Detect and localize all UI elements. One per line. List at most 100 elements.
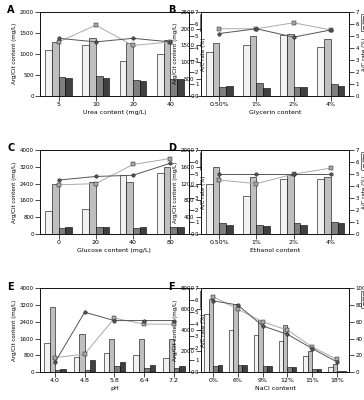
Text: F: F xyxy=(168,282,175,292)
X-axis label: pH: pH xyxy=(110,386,119,391)
Bar xyxy=(292,367,296,372)
Bar xyxy=(229,330,233,372)
Y-axis label: A/C rate (%): A/C rate (%) xyxy=(201,313,206,347)
Legend: W5-Arg, W5-A/C rate, P1-Arg, P1-A/C rate, W5-Cit, P1-Cit: W5-Arg, W5-A/C rate, P1-Arg, P1-A/C rate… xyxy=(361,14,364,32)
Bar xyxy=(283,325,288,372)
Bar xyxy=(238,365,242,372)
Bar xyxy=(287,34,294,96)
Bar xyxy=(60,369,66,372)
Bar xyxy=(226,225,233,234)
Bar xyxy=(243,196,250,234)
Bar xyxy=(163,167,170,234)
Bar xyxy=(328,367,333,372)
Bar xyxy=(254,335,258,372)
Y-axis label: Arg/Cit content (mg/L): Arg/Cit content (mg/L) xyxy=(173,300,178,361)
Bar xyxy=(82,46,89,96)
Bar xyxy=(263,226,270,234)
Text: A: A xyxy=(7,5,15,15)
Bar xyxy=(140,227,146,234)
Bar xyxy=(209,299,213,372)
Bar xyxy=(317,180,324,234)
Bar xyxy=(242,365,247,372)
Bar xyxy=(96,227,103,234)
Bar xyxy=(82,209,89,234)
Bar xyxy=(177,227,183,234)
Bar xyxy=(174,368,179,372)
Bar xyxy=(317,47,324,96)
X-axis label: Urea content (mg/L): Urea content (mg/L) xyxy=(83,110,146,115)
Bar xyxy=(331,84,337,96)
Bar xyxy=(341,371,346,372)
Y-axis label: Arg/Cit content (mg/L): Arg/Cit content (mg/L) xyxy=(12,23,17,84)
Bar xyxy=(337,223,344,234)
Bar xyxy=(337,86,344,96)
Bar xyxy=(50,307,55,372)
Legend: W5-Arg, W5-A/C rate, P1-Arg, P1-A/C rate, W5-Cit, P1-Cit: W5-Arg, W5-A/C rate, P1-Arg, P1-A/C rate… xyxy=(361,290,364,308)
Bar xyxy=(243,46,250,96)
Bar xyxy=(139,338,144,372)
Bar xyxy=(204,314,209,372)
Bar xyxy=(89,182,96,234)
Y-axis label: Arg/Cit content (mg/L): Arg/Cit content (mg/L) xyxy=(173,161,178,223)
Bar xyxy=(206,184,213,234)
Bar xyxy=(134,355,139,372)
Bar xyxy=(169,338,174,372)
Bar xyxy=(133,228,140,234)
Bar xyxy=(126,182,133,234)
Bar xyxy=(233,304,238,372)
Bar xyxy=(333,364,337,372)
Bar xyxy=(226,86,233,96)
Bar xyxy=(44,343,50,372)
Bar xyxy=(219,87,226,96)
X-axis label: Glycerin content: Glycerin content xyxy=(249,110,301,115)
Legend: W5-Arg, W5-A/C rate, P1-Arg, P1-A/C rate, W5-Cit, P1-Cit: W5-Arg, W5-A/C rate, P1-Arg, P1-A/C rate… xyxy=(200,14,268,32)
Bar xyxy=(280,35,287,96)
Bar xyxy=(163,358,169,372)
Bar xyxy=(120,175,126,234)
Bar xyxy=(258,320,263,372)
Bar xyxy=(213,167,219,234)
Bar xyxy=(324,40,331,96)
Y-axis label: Arg/Cit content (mg/L): Arg/Cit content (mg/L) xyxy=(12,300,17,361)
Bar xyxy=(263,88,270,96)
Y-axis label: A/C rate (%): A/C rate (%) xyxy=(201,175,206,209)
Bar xyxy=(144,368,150,372)
Bar xyxy=(263,366,267,372)
Bar xyxy=(90,360,95,372)
Bar xyxy=(287,175,294,234)
Bar xyxy=(278,341,283,372)
Bar xyxy=(218,365,222,372)
Legend: W5-Arg, W5-A/C rate, P1-Arg, P1-A/C rate, W5-Cit, P1-Cit: W5-Arg, W5-A/C rate, P1-Arg, P1-A/C rate… xyxy=(200,152,268,170)
Bar xyxy=(45,211,52,234)
Bar xyxy=(120,61,126,96)
X-axis label: Glucose content (mg/L): Glucose content (mg/L) xyxy=(78,248,151,253)
Bar xyxy=(126,43,133,96)
Y-axis label: A/C rate (%): A/C rate (%) xyxy=(362,175,364,209)
Bar xyxy=(104,353,109,372)
Bar xyxy=(74,357,79,372)
Text: C: C xyxy=(7,144,15,154)
Bar xyxy=(157,54,163,96)
Bar xyxy=(52,42,59,96)
Bar xyxy=(163,40,170,96)
Bar xyxy=(65,227,72,234)
Bar xyxy=(55,370,60,372)
Bar xyxy=(52,184,59,234)
Bar xyxy=(96,76,103,96)
Bar xyxy=(140,81,146,96)
Bar xyxy=(206,52,213,96)
Y-axis label: A/C rate (%): A/C rate (%) xyxy=(201,37,206,71)
Bar xyxy=(288,367,292,372)
Bar xyxy=(179,366,185,372)
Bar xyxy=(267,366,272,372)
Bar xyxy=(308,351,312,372)
Legend: W5-Arg, W5-A/C rate, P1-Arg, P1-A/C rate, W5-Cit, P1-Cit: W5-Arg, W5-A/C rate, P1-Arg, P1-A/C rate… xyxy=(361,152,364,170)
Bar xyxy=(150,365,155,372)
Bar xyxy=(85,370,90,372)
Bar xyxy=(300,87,307,96)
Bar xyxy=(177,79,183,96)
Bar xyxy=(114,366,120,372)
Bar xyxy=(312,369,317,372)
Legend: W5-Arg, W5-A/C rate, P1-Arg, P1-A/C rate, W5-Cit, P1-Cit: W5-Arg, W5-A/C rate, P1-Arg, P1-A/C rate… xyxy=(200,290,268,308)
Bar xyxy=(317,369,321,372)
